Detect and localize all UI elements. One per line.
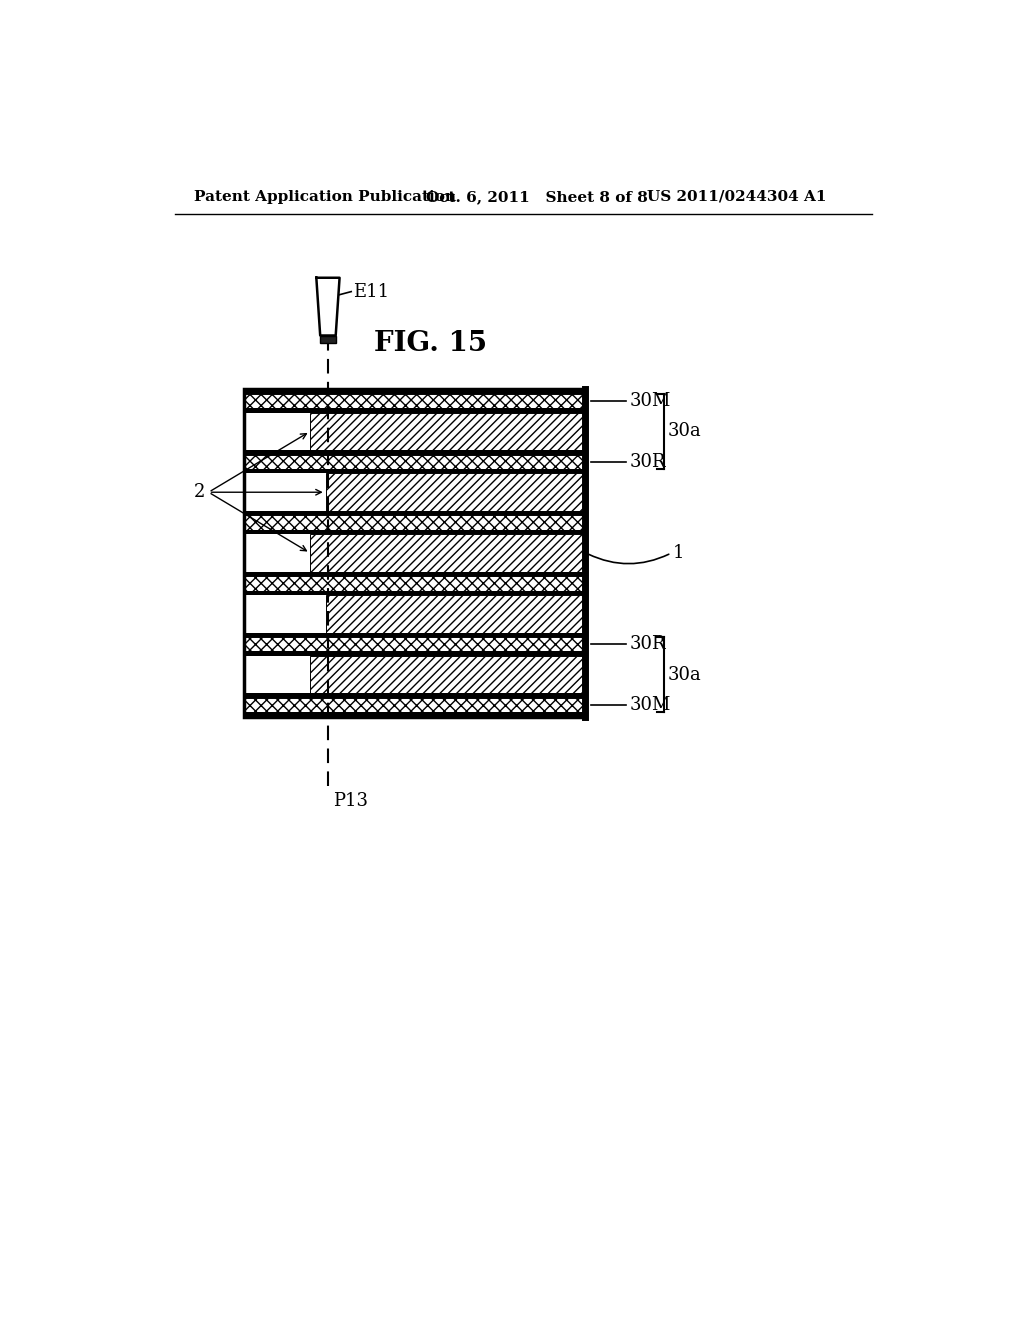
Bar [321,335,336,343]
Bar [245,389,586,393]
Bar [245,590,586,595]
Text: 30M: 30M [630,696,671,714]
Text: US 2011/0244304 A1: US 2011/0244304 A1 [647,190,826,203]
Text: 30a: 30a [668,665,701,684]
Bar [245,651,586,656]
Bar [245,408,586,413]
Text: E11: E11 [353,282,390,301]
Bar [245,529,586,535]
Bar [245,454,586,469]
Bar [245,413,310,450]
Bar [245,698,586,713]
Text: 30R: 30R [630,453,666,471]
Text: Oct. 6, 2011   Sheet 8 of 8: Oct. 6, 2011 Sheet 8 of 8 [426,190,648,203]
Text: 2: 2 [194,483,205,502]
Bar [245,389,586,717]
Bar [245,577,586,590]
Bar [245,572,586,577]
Bar [245,474,326,511]
Text: 30M: 30M [630,392,671,411]
Bar [310,535,586,572]
Bar [245,535,310,572]
Bar [245,693,586,698]
Text: FIG. 15: FIG. 15 [374,330,486,356]
Bar [245,713,586,717]
Bar [245,516,586,529]
Polygon shape [316,277,340,335]
Bar [245,511,586,516]
Bar [326,595,586,632]
Text: 30R: 30R [630,635,666,653]
Text: 1: 1 [673,544,684,562]
Text: P13: P13 [333,792,368,810]
Bar [245,469,586,474]
Bar [326,474,586,511]
Bar [310,413,586,450]
Text: Patent Application Publication: Patent Application Publication [194,190,456,203]
Bar [245,656,310,693]
Text: 30a: 30a [668,422,701,441]
Bar [245,595,326,632]
Bar [310,656,586,693]
Bar [245,638,586,651]
Bar [245,632,586,638]
Bar [245,450,586,454]
Bar [245,393,586,408]
